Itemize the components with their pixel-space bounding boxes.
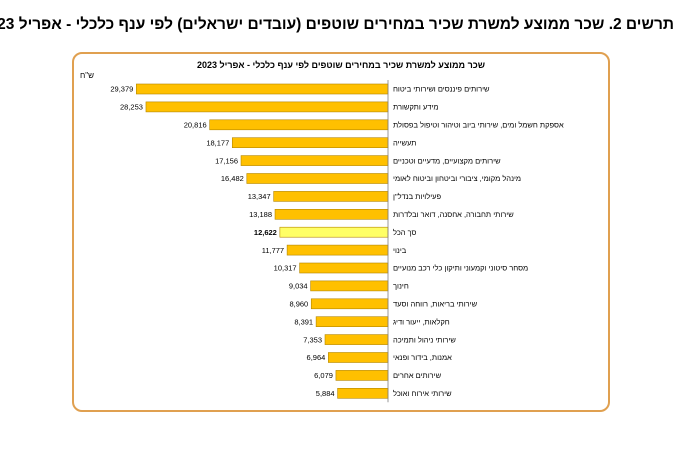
bar-5 [246,173,389,184]
bar-17 [337,387,389,399]
value-label-6: 13,347 [248,192,271,201]
bar-7 [274,209,389,220]
bar-10 [299,262,389,274]
value-label-15: 6,964 [307,353,326,362]
category-label-3: תעשייה [393,138,416,147]
bar-12 [310,298,389,310]
bar-11 [310,280,389,292]
category-label-2: אספקת חשמל ומים, שירותי ביוב וטיהור וטיפ… [393,121,564,130]
category-label-13: חקלאות, ייעור ודיג [393,317,450,326]
bar-6 [273,191,389,202]
category-label-14: שירותי ניהול ותמיכה [393,335,456,344]
category-label-7: שירותי תחבורה, אחסנה, דואר ובלדרות [393,210,514,219]
unit-label: ש"ח [80,71,94,80]
bar-2 [209,119,389,131]
value-label-12: 8,960 [289,300,308,309]
category-label-17: שירותי אירוח ואוכל [393,389,452,398]
bar-14 [324,334,389,345]
bar-3 [231,137,389,148]
value-label-16: 6,079 [314,371,333,380]
value-label-9: 11,777 [262,246,284,255]
bar-0 [136,83,389,95]
value-label-17: 5,884 [316,389,335,398]
bar-13 [315,316,389,328]
value-label-1: 28,253 [120,103,143,112]
value-label-13: 8,391 [294,317,313,326]
value-label-10: 10,317 [274,264,297,273]
category-label-11: חינוך [393,282,409,291]
page-title: תרשים 2. שכר ממוצע למשרת שכיר במחירים שו… [0,16,674,33]
category-label-12: שירותי בריאות, רווחה וסעד [393,300,478,309]
bar-chart: 29,379 שירותים פיננסים ושירותי ביטוח 28,25… [110,80,564,403]
value-label-11: 9,034 [289,282,308,291]
value-label-4: 17,156 [215,156,238,165]
category-label-15: אמנות, בידור ופנאי [393,353,452,362]
bar-16 [335,370,389,381]
bar-8 [279,226,389,238]
category-label-5: מינהל מקומי, ציבורי וביטחון וביטוח לאומי [393,174,521,183]
category-label-10: מסחר סיטוני וקמעוני ותיקון כלי רכב מנועי… [393,264,528,273]
category-label-1: מידע ותקשורת [393,103,439,112]
category-label-4: שירותים מקצועיים, מדעיים וטכניים [393,156,501,165]
bar-1 [145,101,389,113]
category-label-0: שירותים פיננסים ושירותי ביטוח [393,85,490,94]
bar-4 [240,155,389,166]
category-label-8: סך הכל [393,228,417,237]
bar-15 [328,352,389,363]
category-label-6: פעילויות בנדל"ן [393,192,442,201]
value-label-8: 12,622 [254,228,277,237]
value-label-5: 16,482 [221,174,244,183]
value-label-2: 20,816 [184,121,207,130]
category-label-9: בינוי [393,246,407,255]
bar-9 [286,244,389,256]
value-label-3: 18,177 [206,138,229,147]
value-label-14: 7,353 [303,335,322,344]
category-label-16: שירותים אחרים [393,371,442,380]
value-label-7: 13,188 [249,210,272,219]
chart-title: שכר ממוצע למשרת שכיר במחירים שוטפים לפי … [196,60,486,70]
value-label-0: 29,379 [110,85,133,94]
chart-frame: שכר ממוצע למשרת שכיר במחירים שוטפים לפי … [72,52,610,412]
